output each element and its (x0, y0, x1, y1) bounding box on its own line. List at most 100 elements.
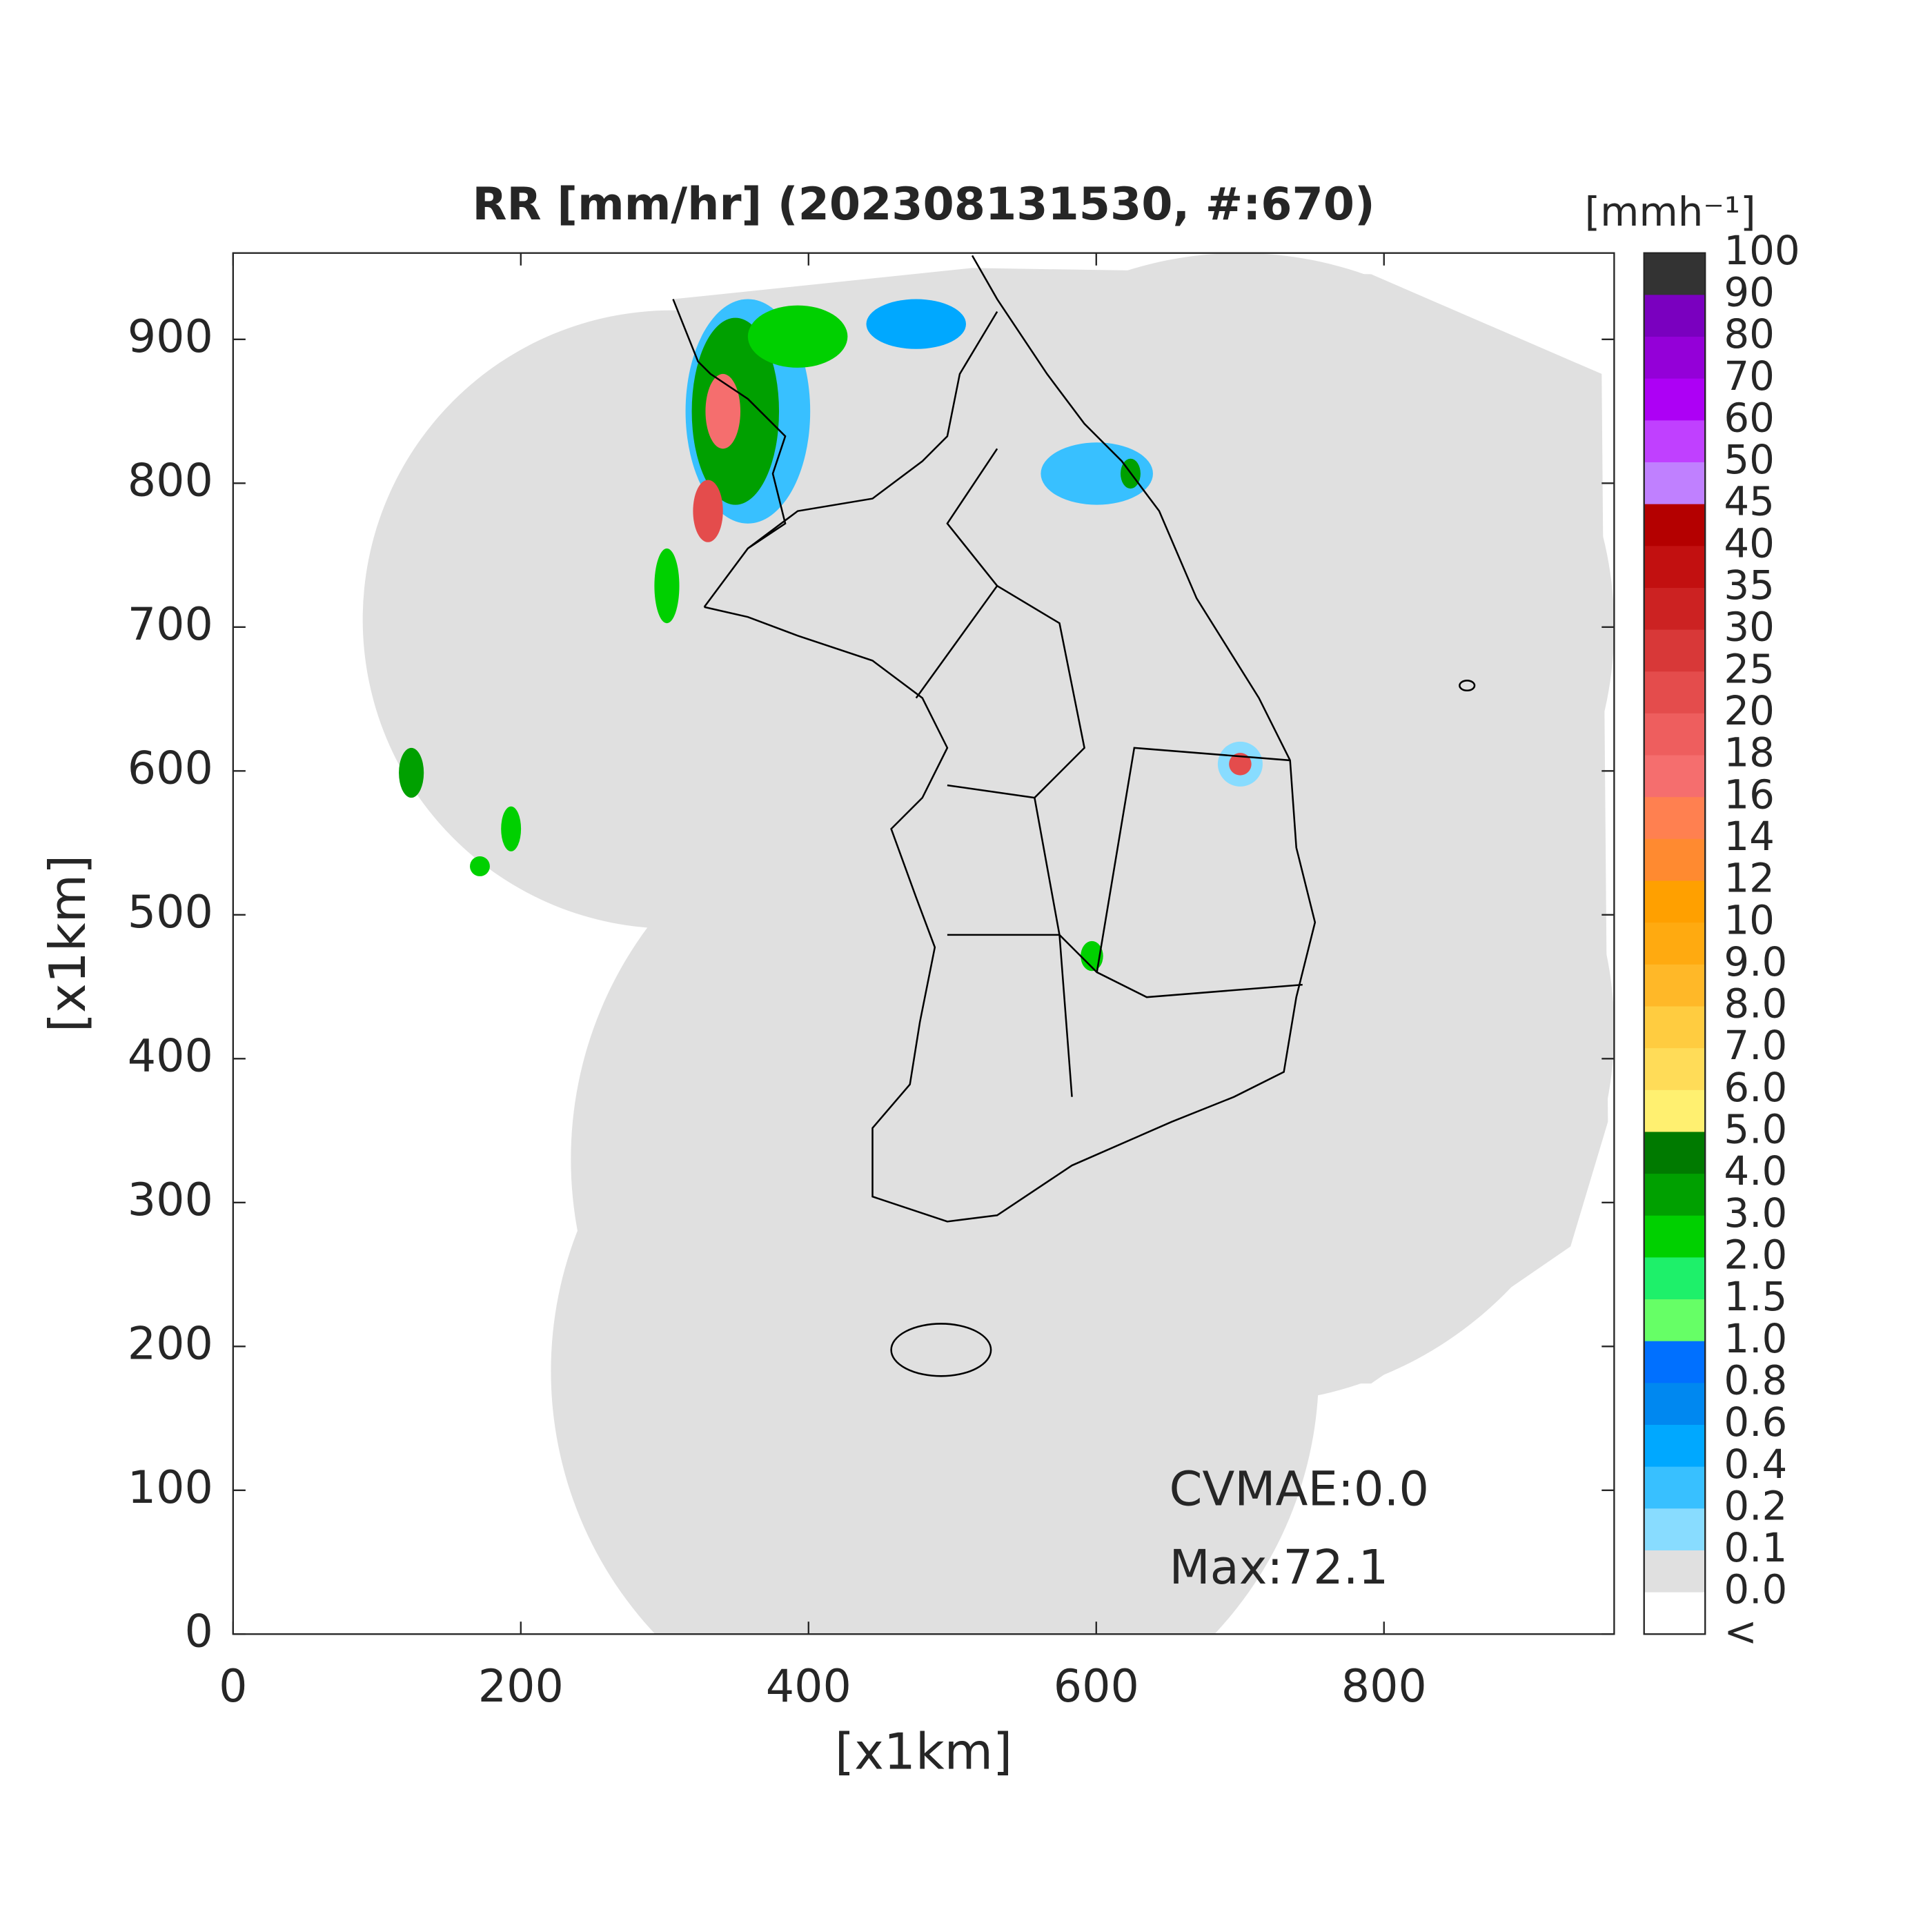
y-tick-label: 100 (128, 1462, 213, 1514)
annotation: Max:72.1 (1169, 1540, 1388, 1595)
colorbar-swatch (1644, 755, 1706, 798)
korea-outline (704, 255, 1317, 1223)
colorbar-label: 1.5 (1724, 1273, 1787, 1320)
colorbar-label: 0.6 (1724, 1399, 1787, 1446)
colorbar-swatch (1644, 880, 1706, 924)
colorbar-swatch (1644, 546, 1706, 589)
colorbar-label: < (1724, 1608, 1757, 1655)
y-tick-label: 600 (128, 742, 213, 794)
colorbar-label: 70 (1724, 353, 1775, 400)
colorbar-swatch (1644, 420, 1706, 463)
province-line (915, 448, 1303, 1097)
colorbar-label: 16 (1724, 771, 1775, 818)
colorbar-swatch (1644, 1174, 1706, 1216)
ulleungdo (1459, 680, 1476, 692)
colorbar-swatch (1644, 295, 1706, 337)
radar-coverage (362, 253, 1615, 1635)
y-tick-label: 200 (128, 1318, 213, 1370)
colorbar-label: 0.0 (1724, 1566, 1787, 1613)
colorbar-swatch (1644, 1299, 1706, 1342)
colorbar-swatch (1644, 1090, 1706, 1133)
colorbar-swatch (1644, 1550, 1706, 1593)
colorbar-swatch (1644, 1592, 1706, 1635)
x-tick-label: 800 (1341, 1661, 1427, 1713)
colorbar-swatch (1644, 1508, 1706, 1551)
colorbar-swatch (1644, 671, 1706, 714)
x-tick-label: 400 (766, 1661, 851, 1713)
border-line (672, 299, 998, 608)
coverage-fill (673, 268, 1608, 1384)
y-tick-label: 300 (128, 1174, 213, 1226)
colorbar-label: 30 (1724, 604, 1775, 651)
rain-echoes (399, 299, 1263, 972)
colorbar-frame (1643, 252, 1706, 1635)
colorbar-swatch (1644, 629, 1706, 673)
colorbar-label: 14 (1724, 813, 1775, 860)
colorbar-label: 35 (1724, 562, 1775, 609)
x-tick-label: 600 (1054, 1661, 1139, 1713)
colorbar-unit: [mmh⁻¹] (1585, 188, 1756, 235)
colorbar-label: 25 (1724, 645, 1775, 692)
colorbar-label: 20 (1724, 687, 1775, 734)
colorbar-swatch (1644, 1383, 1706, 1426)
colorbar-swatch (1644, 462, 1706, 505)
colorbar-swatch (1644, 1424, 1706, 1468)
colorbar-swatch (1644, 838, 1706, 882)
colorbar-swatch (1644, 337, 1706, 379)
colorbar-label: 45 (1724, 478, 1775, 525)
colorbar-label: 6.0 (1724, 1064, 1787, 1111)
annotation: CVMAE:0.0 (1169, 1461, 1429, 1517)
colorbar-swatch (1644, 713, 1706, 756)
colorbar-swatch (1644, 1341, 1706, 1384)
colorbar-label: 90 (1724, 268, 1775, 315)
colorbar-label: 18 (1724, 729, 1775, 776)
y-tick-label: 400 (128, 1030, 213, 1082)
colorbar-label: 0.2 (1724, 1482, 1787, 1529)
x-tick-label: 0 (219, 1661, 247, 1713)
y-tick-label: 0 (185, 1606, 213, 1657)
colorbar-label: 8.0 (1724, 980, 1787, 1027)
coastline (672, 255, 1476, 1377)
colorbar-label: 4.0 (1724, 1147, 1787, 1194)
colorbar-swatch (1644, 504, 1706, 547)
y-tick-label: 900 (128, 311, 213, 363)
colorbar-label: 1.0 (1724, 1315, 1787, 1362)
colorbar-label: 5.0 (1724, 1106, 1787, 1153)
y-tick-label: 700 (128, 599, 213, 651)
colorbar-label: 0.8 (1724, 1357, 1787, 1403)
colorbar-swatch (1644, 1215, 1706, 1259)
colorbar-label: 40 (1724, 520, 1775, 566)
colorbar-swatch (1644, 923, 1706, 965)
colorbar-label: 7.0 (1724, 1022, 1787, 1069)
colorbar-swatch (1644, 587, 1706, 631)
colorbar-label: 9.0 (1724, 938, 1787, 985)
colorbar-label: 50 (1724, 436, 1775, 483)
colorbar-swatch (1644, 1048, 1706, 1091)
colorbar-label: 3.0 (1724, 1190, 1787, 1236)
colorbar-swatch (1644, 964, 1706, 1007)
colorbar-label: 12 (1724, 855, 1775, 902)
colorbar-label: 80 (1724, 310, 1775, 357)
colorbar-label: 10 (1724, 896, 1775, 943)
y-tick-label: 800 (128, 455, 213, 506)
y-axis-label: [x1km] (39, 855, 97, 1032)
colorbar-swatch (1644, 1006, 1706, 1049)
colorbar-swatch (1644, 253, 1706, 296)
y-tick-label: 500 (128, 887, 213, 938)
x-tick-label: 200 (478, 1661, 564, 1713)
colorbar-label: 0.4 (1724, 1441, 1787, 1488)
colorbar-swatch (1644, 797, 1706, 840)
colorbar-label: 2.0 (1724, 1231, 1787, 1278)
colorbar-label: 100 (1724, 227, 1800, 274)
colorbar-swatch (1644, 1132, 1706, 1174)
colorbar-swatch (1644, 1257, 1706, 1300)
colorbar-label: 60 (1724, 394, 1775, 441)
chart-title: RR [mm/hr] (202308131530, #:670) (472, 179, 1374, 230)
colorbar-swatch (1644, 378, 1706, 422)
x-axis-label: [x1km] (835, 1723, 1012, 1781)
plot-frame (232, 252, 1615, 1635)
colorbar-swatch (1644, 1466, 1706, 1510)
colorbar-label: 0.1 (1724, 1524, 1787, 1571)
jeju (890, 1323, 992, 1377)
